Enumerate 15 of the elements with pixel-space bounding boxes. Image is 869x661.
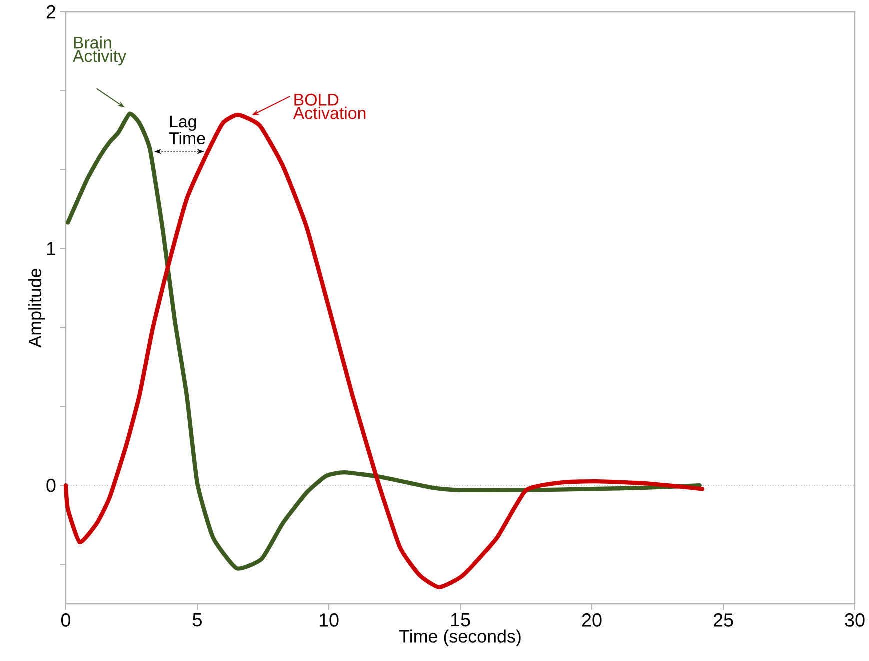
- x-tick-label: 20: [582, 614, 602, 627]
- x-axis-title: Time (seconds): [399, 630, 521, 646]
- annotation: BOLD Activation: [293, 94, 366, 120]
- annotation: Brain Activity: [72, 36, 127, 66]
- x-tick-label: 10: [320, 614, 339, 627]
- x-tick-label: 0: [61, 614, 71, 627]
- x-tick-label: 30: [845, 614, 865, 627]
- y-tick-label: 0: [46, 478, 56, 492]
- x-tick-label: 25: [714, 614, 734, 627]
- y-tick-label: 2: [46, 5, 56, 19]
- x-tick-label: 15: [451, 614, 470, 627]
- annotation: Lag Time: [169, 116, 206, 145]
- x-tick-label: 5: [192, 614, 202, 627]
- y-tick-label: 1: [47, 242, 56, 256]
- y-axis-title: Amplitude: [28, 268, 46, 348]
